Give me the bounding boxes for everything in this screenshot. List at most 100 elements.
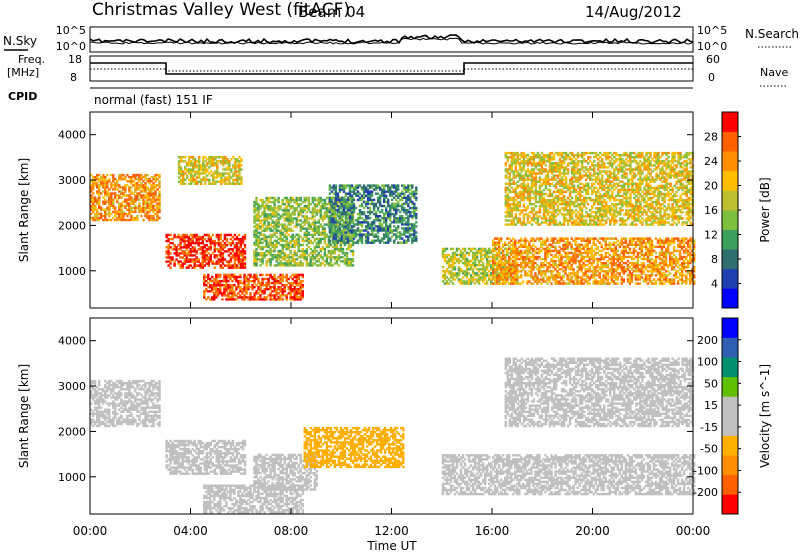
power-echo-cell <box>110 186 113 189</box>
power-echo-cell <box>578 249 581 253</box>
power-echo-cell <box>235 288 238 291</box>
power-echo-cell <box>198 158 201 161</box>
power-echo-cell <box>142 180 145 183</box>
power-echo-cell <box>227 273 230 277</box>
power-echo-cell <box>173 260 176 263</box>
power-echo-cell <box>610 266 613 269</box>
power-echo-cell <box>578 247 581 251</box>
power-echo-cell <box>150 186 153 189</box>
power-echo-cell <box>550 274 553 277</box>
power-echo-cell <box>496 237 499 240</box>
power-echo-cell <box>403 186 406 189</box>
power-echo-cell <box>189 250 192 253</box>
power-echo-cell <box>255 243 258 247</box>
power-echo-cell <box>181 252 184 255</box>
power-echo-cell <box>518 249 521 253</box>
power-echo-cell <box>572 272 575 275</box>
power-echo-cell <box>473 274 477 277</box>
power-echo-cell <box>150 204 153 207</box>
power-echo-cell <box>344 202 348 206</box>
power-echo-cell <box>441 274 445 277</box>
power-echo-cell <box>608 253 611 257</box>
power-echo-cell <box>281 256 284 259</box>
power-echo-cell <box>471 255 475 259</box>
power-echo-cell <box>277 252 280 255</box>
power-echo-cell <box>332 217 336 220</box>
power-echo-cell <box>295 290 298 293</box>
power-echo-cell <box>156 214 159 218</box>
power-echo-cell <box>275 198 278 202</box>
power-echo-cell <box>415 192 418 195</box>
power-echo-cell <box>106 192 109 195</box>
power-echo-cell <box>546 282 549 285</box>
power-echo-cell <box>568 272 571 275</box>
power-echo-cell <box>366 223 370 226</box>
power-echo-cell <box>90 196 93 199</box>
power-echo-cell <box>508 276 511 279</box>
power-echo-cell <box>328 221 332 224</box>
power-echo-cell <box>389 239 392 242</box>
power-echo-cell <box>305 215 308 218</box>
power-echo-cell <box>348 217 352 220</box>
power-echo-cell <box>397 196 400 199</box>
power-echo-cell <box>265 237 268 241</box>
power-echo-cell <box>463 282 467 285</box>
power-echo-cell <box>484 270 487 273</box>
power-echo-cell <box>580 253 583 257</box>
power-echo-cell <box>530 270 533 273</box>
power-echo-cell <box>496 280 499 283</box>
power-echo-cell <box>342 208 346 212</box>
power-echo-cell <box>205 258 208 261</box>
power-echo-cell <box>295 221 298 224</box>
power-echo-cell <box>295 277 298 281</box>
power-echo-cell <box>576 243 579 246</box>
power-echo-cell <box>313 237 316 241</box>
power-echo-cell <box>106 180 109 183</box>
power-echo-cell <box>340 188 344 191</box>
power-echo-cell <box>393 239 396 242</box>
power-echo-cell <box>538 270 541 273</box>
power-echo-cell <box>186 168 189 171</box>
power-echo-cell <box>459 270 463 273</box>
power-echo-cell <box>560 239 563 242</box>
power-echo-cell <box>243 258 247 261</box>
power-echo-cell <box>243 262 247 265</box>
power-echo-cell <box>202 158 205 161</box>
power-echo-cell <box>191 239 194 243</box>
power-echo-cell <box>558 251 561 255</box>
power-echo-cell <box>550 243 553 246</box>
power-echo-cell <box>301 286 304 289</box>
power-echo-cell <box>112 180 115 183</box>
power-echo-cell <box>352 237 356 240</box>
power-echo-cell <box>259 258 262 261</box>
power-echo-cell <box>245 277 248 281</box>
power-echo-cell <box>222 164 225 167</box>
power-echo-cell <box>301 284 304 287</box>
power-echo-cell <box>283 258 286 261</box>
power-echo-cell <box>443 253 447 257</box>
power-echo-cell <box>185 252 188 255</box>
power-echo-cell <box>372 219 376 222</box>
power-echo-cell <box>265 219 268 222</box>
power-echo-cell <box>502 243 505 246</box>
power-echo-cell <box>401 190 404 193</box>
power-echo-cell <box>148 188 151 191</box>
power-echo-cell <box>592 243 595 246</box>
power-echo-cell <box>293 298 296 301</box>
power-echo-cell <box>323 227 327 230</box>
power-echo-cell <box>285 229 288 232</box>
power-echo-cell <box>325 213 329 216</box>
power-echo-cell <box>317 252 320 255</box>
power-echo-cell <box>383 215 386 218</box>
power-echo-cell <box>566 255 569 259</box>
power-echo-cell <box>344 235 348 238</box>
power-echo-cell <box>213 279 216 283</box>
power-echo-cell <box>213 277 216 281</box>
power-echo-cell <box>358 198 362 202</box>
power-echo-cell <box>409 200 412 204</box>
power-echo-cell <box>192 166 195 169</box>
power-echo-cell <box>588 237 591 240</box>
power-echo-cell <box>285 227 288 230</box>
power-echo-cell <box>457 257 461 261</box>
power-echo-cell <box>518 253 521 257</box>
